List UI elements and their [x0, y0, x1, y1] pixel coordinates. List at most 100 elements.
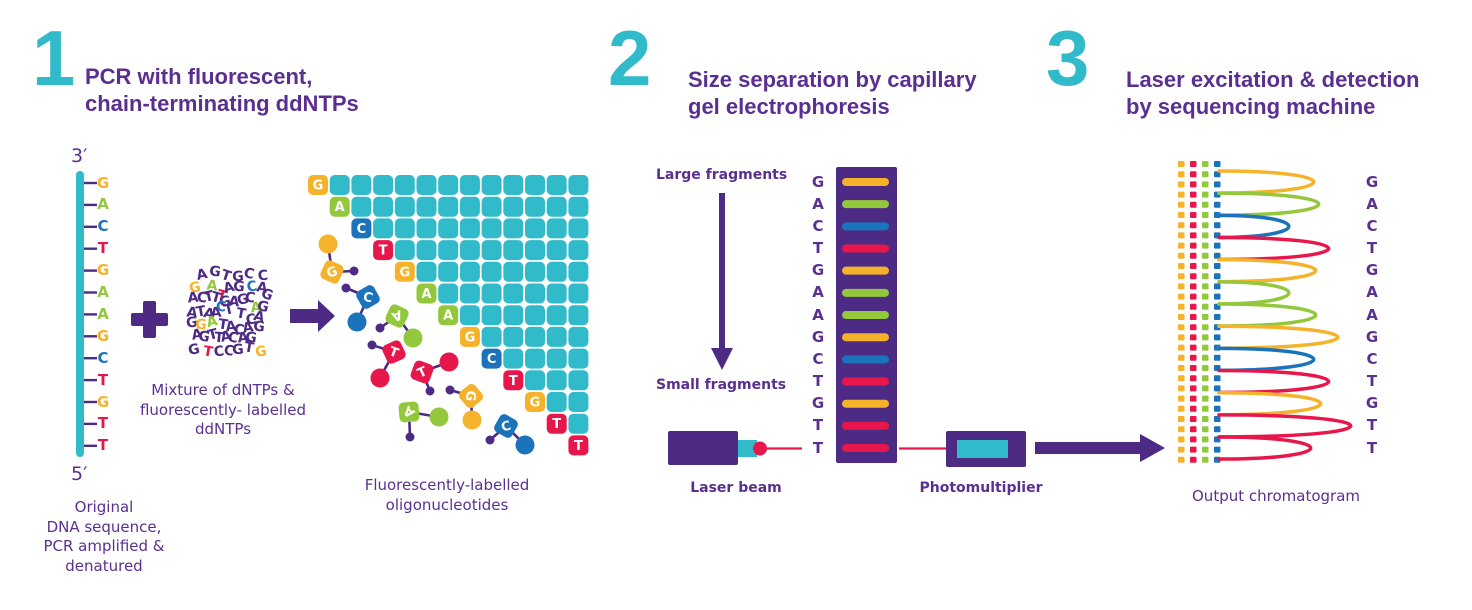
step-2-number: 2 — [608, 14, 651, 102]
terminal-base-letter: A — [335, 200, 345, 215]
trace-dot — [1190, 283, 1197, 290]
oligo-cell — [481, 283, 502, 304]
caption-line: oligonucleotides — [385, 495, 509, 514]
oligo-cell — [546, 370, 567, 391]
gel-band-G — [842, 178, 889, 186]
trace-dot — [1214, 334, 1221, 341]
chromatogram-peak-G — [1217, 390, 1323, 417]
trace-dot — [1190, 171, 1197, 178]
trace-dot — [1178, 314, 1185, 320]
original-dna-caption: Original DNA sequence, PCR amplified & d… — [24, 498, 184, 576]
trace-dot — [1178, 426, 1185, 433]
oligo-cell — [351, 175, 372, 195]
gel-base-A: A — [812, 194, 824, 213]
trace-dot — [1202, 354, 1209, 361]
trace-dot — [1214, 181, 1221, 188]
terminal-base-letter: C — [487, 352, 497, 367]
svg-text:C: C — [500, 418, 513, 435]
trace-dot — [1202, 212, 1209, 218]
trace-dot — [1178, 446, 1185, 453]
gel-base-G: G — [811, 261, 825, 280]
oligo-cell — [438, 175, 459, 195]
gel-band-T — [842, 421, 889, 430]
trace-dot — [1214, 263, 1221, 269]
gel-base-A: A — [812, 283, 824, 302]
oligo-cell — [568, 283, 589, 304]
oligo-cell — [416, 175, 437, 195]
chromatogram-peak-G — [1217, 257, 1318, 284]
photomultiplier-window — [957, 440, 1008, 458]
trace-dot — [1178, 222, 1185, 229]
oligo-cell — [481, 196, 502, 217]
trace-dot — [1214, 161, 1221, 167]
oligo-cell — [568, 370, 589, 391]
gel-base-G: G — [811, 327, 825, 346]
oligo-cell — [394, 240, 415, 261]
trace-dot — [1214, 405, 1221, 412]
trace-dot — [1190, 181, 1197, 188]
trace-dot — [1178, 283, 1185, 290]
trace-dot — [1190, 375, 1197, 382]
trace-dot — [1190, 334, 1197, 341]
gel-base-G: G — [811, 394, 825, 413]
terminal-base-cell — [568, 435, 589, 456]
trace-dot — [1202, 293, 1209, 300]
output-chromatogram-label: Output chromatogram — [1192, 487, 1360, 505]
chromatogram-peak-A — [1217, 302, 1318, 328]
caption-line: denatured — [65, 556, 143, 575]
oligo-cell — [503, 326, 524, 347]
gel-band-G — [842, 266, 889, 275]
chromatogram-base-T: T — [1366, 239, 1378, 257]
oligo-cell — [351, 196, 372, 217]
svg-text:G: G — [325, 264, 340, 282]
gel-base-T: T — [812, 239, 824, 257]
terminal-base-letter: G — [465, 330, 476, 345]
trace-dot — [1190, 161, 1197, 167]
oligo-cell — [394, 218, 415, 239]
trace-dot — [1190, 395, 1197, 402]
oligonucleotides-caption: Fluorescently-labelled oligonucleotides — [327, 476, 567, 515]
dna-strand-bar — [76, 171, 84, 457]
step-2-title-line-1: Size separation by capillary — [688, 67, 977, 92]
trace-dot — [1214, 201, 1221, 208]
step-1-title-line-2: chain-terminating ddNTPs — [85, 91, 359, 116]
gel-base-C: C — [812, 216, 824, 235]
oligo-cell — [503, 240, 524, 261]
trace-dot — [1190, 405, 1197, 412]
strand-base-T: T — [97, 239, 109, 258]
mixture-letter: G — [254, 342, 268, 361]
step-1-title: PCR with fluorescent, chain-terminating … — [85, 63, 359, 117]
terminal-base-cell — [438, 305, 459, 326]
trace-dot — [1202, 446, 1209, 453]
plus-icon — [143, 301, 156, 338]
trace-dot — [1214, 446, 1221, 453]
chromatogram-base-G: G — [1365, 327, 1379, 346]
right-arrow-icon — [1035, 434, 1165, 462]
terminal-base-cell — [373, 240, 394, 261]
oligo-cell — [416, 196, 437, 217]
gel-band-G — [842, 333, 889, 342]
trace-dot — [1178, 263, 1185, 269]
svg-text:C: C — [361, 289, 374, 306]
gel-band-A — [842, 200, 889, 209]
trace-dot — [1190, 365, 1197, 371]
oligo-cell — [438, 240, 459, 261]
gel-base-A: A — [812, 305, 824, 324]
oligo-cell — [525, 370, 545, 391]
oligo-cell — [503, 261, 524, 282]
trace-dot — [1214, 354, 1221, 361]
down-arrow-icon — [719, 193, 725, 350]
oligo-cell — [394, 196, 415, 217]
laser-emitter — [753, 441, 767, 456]
photomultiplier-label: Photomultiplier — [919, 480, 1043, 496]
strand-base-G: G — [96, 392, 110, 411]
trace-dot — [1178, 161, 1185, 167]
terminal-base-cell — [329, 196, 350, 217]
terminal-base-cell — [481, 348, 502, 369]
oligo-cell — [568, 261, 589, 282]
trace-dot — [1178, 354, 1185, 361]
trace-dot — [1190, 303, 1197, 310]
trace-dot — [1202, 242, 1209, 249]
large-fragments-label: Large fragments — [656, 167, 788, 183]
gel-band-T — [842, 244, 889, 253]
